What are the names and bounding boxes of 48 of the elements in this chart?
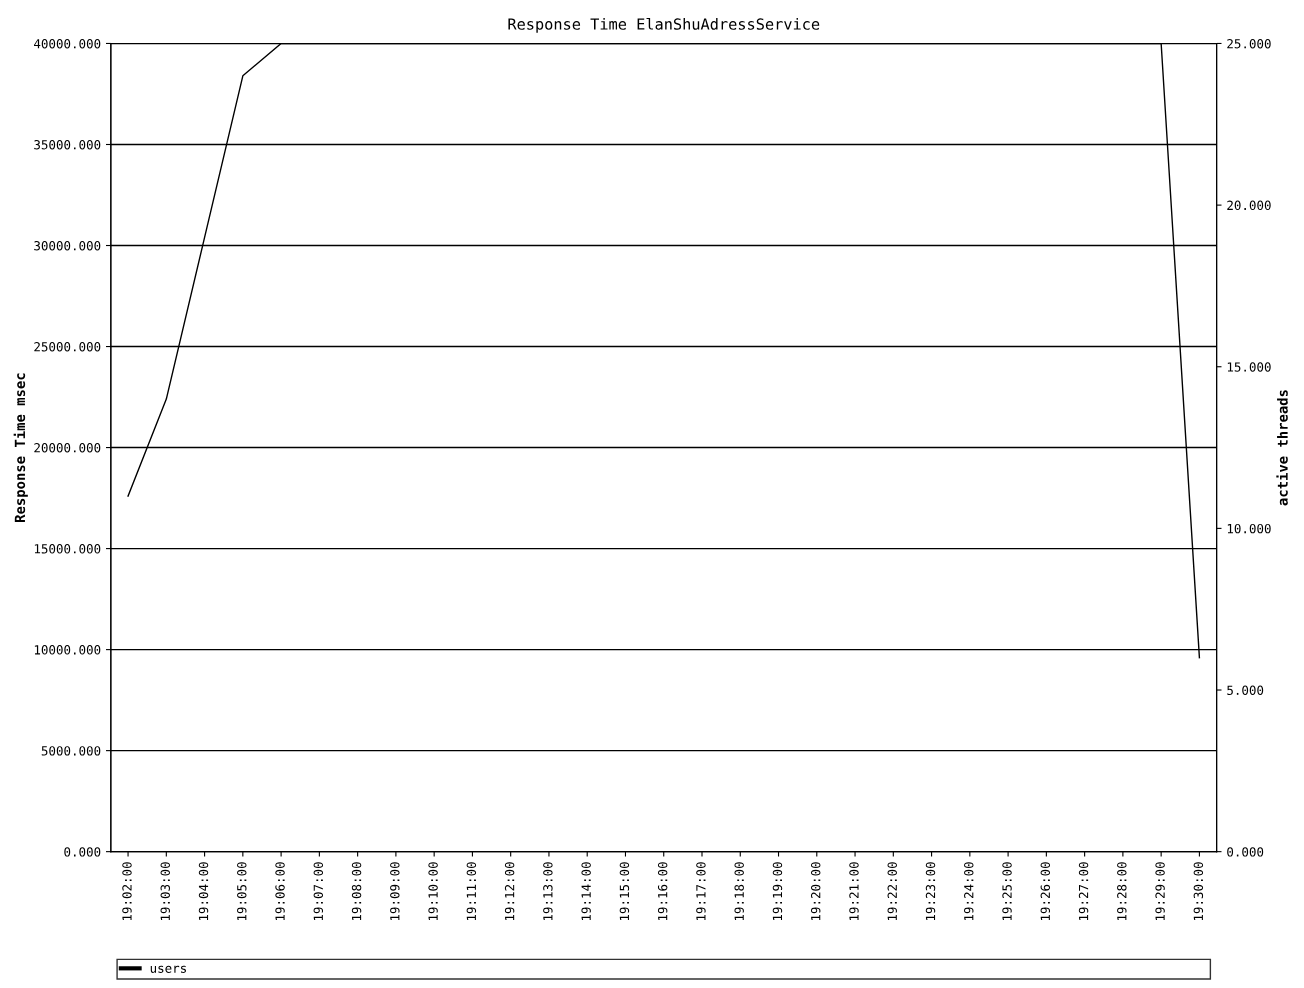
chart-title: Response Time ElanShuAdressService — [508, 17, 820, 33]
x-tick-label: 19:06:00 — [275, 862, 285, 921]
y-tick-label: 15000.000 — [34, 544, 101, 554]
x-tick-label: 19:24:00 — [964, 862, 974, 921]
y2-tick-label: 20.000 — [1227, 200, 1271, 211]
x-tick-label: 19:27:00 — [1078, 862, 1089, 921]
y-tick-label: 5000.000 — [41, 746, 101, 756]
x-tick-label: 19:08:00 — [351, 862, 362, 921]
y-tick-label: 10000.000 — [34, 645, 101, 655]
x-tick-label: 19:02:00 — [122, 862, 132, 921]
legend-label: users — [150, 965, 186, 973]
x-tick-label: 19:17:00 — [696, 862, 706, 921]
x-tick-label: 19:22:00 — [887, 862, 897, 921]
y2-tick-label: 15.000 — [1227, 362, 1271, 372]
y-axis-title: Response Time msec — [13, 373, 28, 522]
y-tick-label: 30000.000 — [34, 241, 101, 251]
x-tick-label: 19:15:00 — [619, 862, 630, 921]
x-tick-label: 19:12:00 — [504, 862, 515, 921]
x-tick-label: 19:14:00 — [581, 862, 591, 921]
x-tick-label: 19:21:00 — [849, 862, 859, 921]
x-tick-label: 19:04:00 — [198, 862, 209, 921]
y2-tick-label: 25.000 — [1227, 38, 1271, 49]
x-tick-label: 19:11:00 — [466, 862, 477, 921]
x-tick-label: 19:18:00 — [734, 862, 744, 921]
y2-tick-label: 5.000 — [1227, 685, 1264, 695]
x-tick-label: 19:29:00 — [1155, 862, 1165, 921]
x-tick-label: 19:03:00 — [160, 862, 170, 921]
x-tick-label: 19:09:00 — [390, 862, 400, 921]
y2-axis-title: active threads — [1276, 390, 1288, 506]
x-tick-label: 19:23:00 — [925, 862, 936, 921]
x-tick-label: 19:26:00 — [1040, 862, 1051, 921]
y2-tick-label: 10.000 — [1227, 523, 1271, 534]
x-tick-label: 19:30:00 — [1193, 862, 1204, 921]
x-tick-label: 19:20:00 — [810, 862, 821, 921]
y-tick-label: 25000.000 — [34, 342, 101, 352]
x-tick-label: 19:28:00 — [1117, 862, 1127, 921]
x-tick-label: 19:19:00 — [772, 862, 783, 921]
y-tick-label: 0.000 — [64, 847, 101, 857]
y2-tick-label: 0.000 — [1227, 847, 1264, 857]
x-tick-label: 19:16:00 — [657, 862, 668, 921]
x-tick-label: 19:25:00 — [1002, 862, 1012, 921]
y-tick-label: 20000.000 — [34, 443, 101, 453]
x-tick-label: 19:13:00 — [543, 862, 553, 921]
y-tick-label: 40000.000 — [34, 38, 101, 49]
x-tick-label: 19:05:00 — [237, 862, 247, 921]
y-tick-label: 35000.000 — [34, 140, 101, 150]
x-tick-label: 19:10:00 — [428, 862, 438, 921]
x-tick-label: 19:07:00 — [313, 862, 324, 921]
